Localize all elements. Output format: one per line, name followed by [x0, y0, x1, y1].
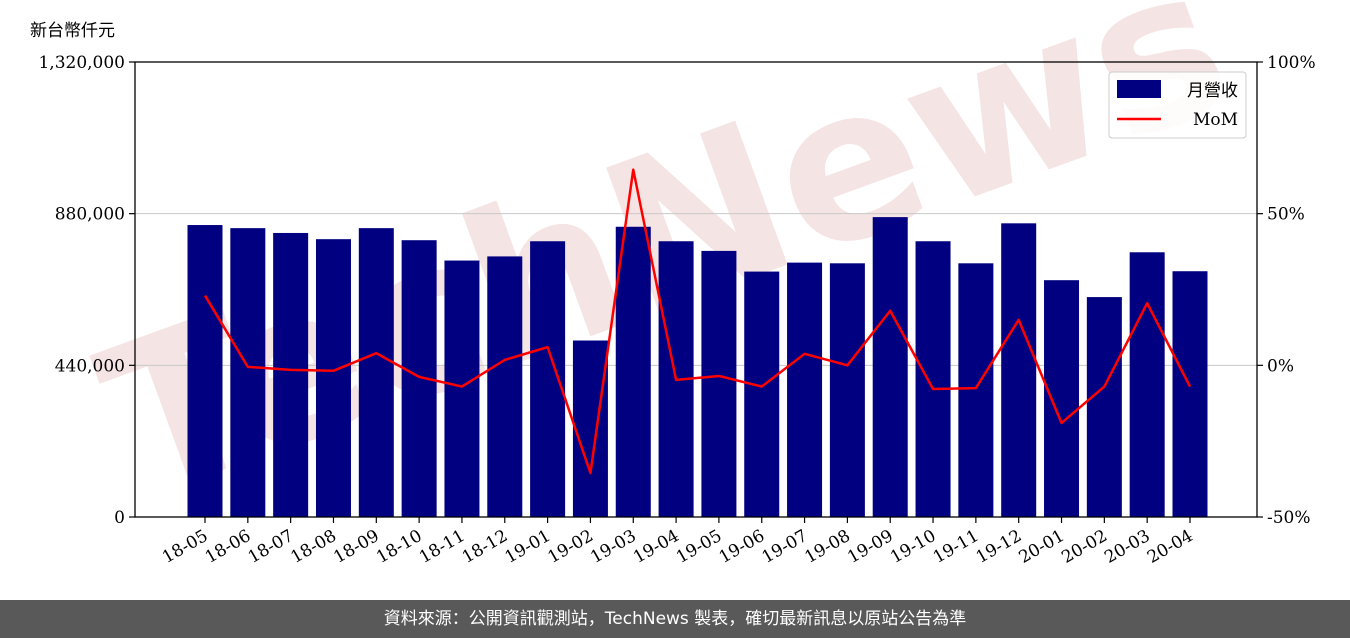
revenue-chart: TechNews 0440,000880,0001,320,000-50%0%5…	[38, 0, 1316, 568]
x-tick-label: 18-11	[416, 526, 468, 568]
x-tick-label: 20-03	[1101, 526, 1153, 568]
right-tick-label: 0%	[1267, 356, 1294, 376]
x-tick-label: 18-09	[330, 526, 382, 568]
x-tick-label: 19-10	[887, 526, 939, 568]
right-tick-label: 100%	[1267, 53, 1316, 73]
legend-label-revenue: 月營收	[1187, 81, 1238, 101]
revenue-bar	[1044, 280, 1080, 517]
left-tick-label: 1,320,000	[38, 53, 125, 73]
x-tick-label: 20-02	[1058, 526, 1110, 568]
x-tick-label: 18-06	[202, 526, 254, 568]
x-tick-label: 20-04	[1144, 526, 1196, 568]
mom-line-series	[203, 168, 1192, 475]
x-tick-label: 19-07	[759, 526, 811, 568]
revenue-bar	[315, 239, 351, 517]
x-tick-label: 19-02	[544, 526, 596, 568]
right-tick-label: -50%	[1267, 508, 1311, 528]
revenue-bar	[1086, 297, 1122, 517]
legend: 月營收 MoM	[1108, 71, 1247, 139]
x-tick-label: 19-05	[673, 526, 725, 568]
left-tick-label: 0	[114, 508, 125, 528]
x-tick-label: 18-07	[245, 526, 297, 568]
revenue-bar	[915, 241, 951, 517]
revenue-bar	[958, 263, 994, 517]
plot-frame	[134, 61, 1258, 518]
revenue-bar	[572, 340, 608, 517]
bar-series	[187, 217, 1208, 518]
revenue-bar	[1129, 252, 1165, 518]
footer-source-note: 資料來源：公開資訊觀測站，TechNews 製表，確切最新訊息以原站公告為準	[0, 600, 1350, 638]
revenue-bar	[273, 232, 309, 517]
x-tick-label: 19-12	[973, 526, 1025, 568]
y-axis-unit-label: 新台幣仟元	[30, 21, 115, 41]
left-tick-label: 880,000	[55, 205, 125, 225]
revenue-bar	[872, 217, 908, 517]
x-tick-label: 19-06	[716, 526, 768, 568]
revenue-bar	[1172, 271, 1208, 517]
x-tick-label: 19-01	[502, 526, 554, 568]
x-tick-label: 19-04	[630, 526, 682, 568]
x-tick-label: 19-11	[930, 526, 982, 568]
revenue-bar	[744, 271, 780, 517]
revenue-bar	[444, 260, 480, 517]
x-tick-label: 18-10	[373, 526, 425, 568]
revenue-bar	[230, 228, 266, 518]
legend-swatch-bar	[1117, 80, 1161, 98]
right-tick-label: 50%	[1267, 205, 1305, 225]
x-tick-label: 19-09	[844, 526, 896, 568]
revenue-bar	[701, 250, 737, 518]
revenue-bar	[358, 228, 394, 518]
x-tick-label: 20-01	[1016, 526, 1068, 568]
revenue-bar	[787, 262, 823, 517]
x-tick-label: 18-12	[459, 526, 511, 568]
x-tick-label: 19-03	[587, 526, 639, 568]
x-tick-label: 18-08	[288, 526, 340, 568]
revenue-bar	[530, 241, 566, 517]
mom-line	[203, 168, 1192, 475]
revenue-bar	[487, 256, 523, 517]
revenue-bar	[615, 226, 651, 518]
legend-label-mom: MoM	[1193, 110, 1238, 130]
left-tick-label: 440,000	[55, 356, 125, 376]
revenue-bar	[1001, 223, 1037, 517]
x-tick-label: 19-08	[801, 526, 853, 568]
revenue-bar	[829, 263, 865, 517]
revenue-bar	[187, 225, 223, 517]
